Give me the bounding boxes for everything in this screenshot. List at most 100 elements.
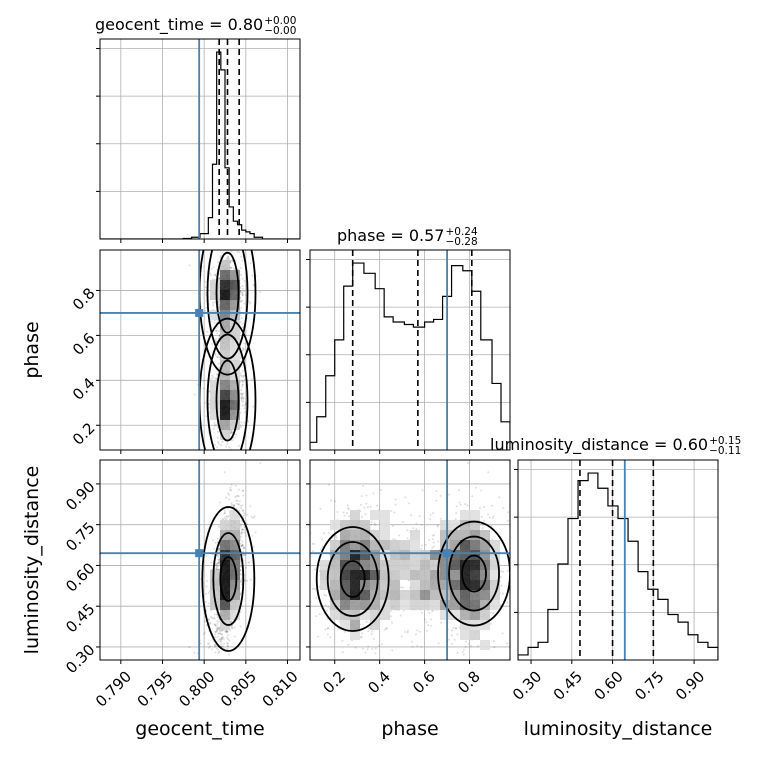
contour-line — [215, 359, 240, 442]
sample-point — [229, 486, 232, 489]
sample-point — [259, 291, 262, 294]
sample-point — [219, 256, 222, 259]
sample-point — [202, 379, 205, 382]
sample-point — [232, 267, 235, 270]
sample-point — [248, 300, 251, 303]
sample-point — [219, 632, 222, 635]
sample-point — [216, 325, 219, 328]
sample-point — [203, 631, 206, 634]
sample-point — [220, 643, 223, 646]
sample-point — [212, 304, 215, 307]
sample-point — [240, 532, 243, 535]
sample-point — [222, 518, 225, 521]
sample-point — [222, 451, 224, 453]
sample-point — [214, 352, 217, 355]
sample-point — [226, 516, 229, 518]
sample-point — [243, 342, 246, 345]
sample-point — [207, 618, 210, 621]
sample-point — [216, 563, 219, 566]
density-cell — [220, 360, 230, 370]
sample-point — [225, 248, 227, 250]
sample-point — [235, 495, 238, 498]
sample-point — [219, 640, 222, 643]
sample-point — [218, 628, 221, 630]
sample-point — [209, 622, 212, 625]
sample-point — [216, 537, 219, 540]
sample-point — [243, 554, 246, 557]
sample-point — [244, 401, 247, 404]
sample-point — [239, 525, 242, 528]
sample-point — [240, 375, 243, 378]
panel-content — [100, 248, 300, 453]
sample-point — [233, 626, 236, 629]
sample-point — [240, 307, 243, 309]
sample-point — [242, 348, 245, 351]
sample-point — [208, 403, 210, 406]
sample-point — [218, 632, 221, 635]
density-cell — [210, 280, 220, 290]
sample-point — [216, 565, 219, 568]
sample-point — [237, 503, 240, 506]
sample-point — [202, 387, 205, 390]
sample-point — [242, 322, 244, 325]
sample-point — [214, 423, 217, 426]
sample-point — [216, 562, 219, 565]
sample-point — [237, 495, 240, 498]
sample-point — [219, 254, 222, 257]
sample-point — [216, 446, 219, 449]
sample-point — [220, 637, 223, 640]
sample-point — [216, 436, 219, 439]
density-cell — [210, 390, 220, 400]
sample-point — [207, 592, 210, 594]
sample-point — [213, 321, 216, 324]
sample-point — [208, 618, 210, 621]
sample-point — [220, 640, 223, 643]
sample-point — [223, 512, 226, 515]
sample-point — [218, 300, 221, 303]
sample-point — [218, 629, 221, 632]
sample-point — [240, 388, 243, 391]
sample-point — [239, 580, 242, 583]
sample-point — [240, 421, 243, 424]
density-cell — [220, 420, 230, 430]
sample-point — [240, 579, 243, 582]
contour-line — [206, 250, 249, 360]
sample-point — [241, 294, 244, 297]
sample-point — [217, 344, 220, 347]
sample-point — [217, 548, 220, 550]
density-cell — [230, 270, 240, 280]
sample-point — [241, 528, 244, 531]
sample-point — [218, 277, 220, 280]
sample-point — [227, 642, 229, 645]
sample-point — [230, 483, 233, 486]
sample-point — [217, 626, 220, 629]
sample-point — [251, 534, 254, 537]
sample-point — [209, 645, 212, 648]
density-cell — [220, 280, 230, 290]
sample-point — [249, 505, 252, 508]
histogram-step-line — [310, 262, 510, 450]
sample-point — [210, 273, 212, 276]
sample-point — [242, 400, 245, 403]
density-cell — [230, 400, 240, 410]
sample-point — [236, 250, 239, 253]
sample-point — [213, 427, 216, 430]
sample-point — [216, 622, 219, 625]
sample-point — [228, 493, 231, 496]
sample-point — [235, 433, 238, 436]
sample-point — [225, 631, 228, 634]
sample-point — [217, 627, 219, 630]
sample-point — [253, 515, 256, 518]
density-cell — [230, 330, 240, 340]
sample-point — [243, 378, 246, 381]
sample-point — [217, 639, 220, 642]
sample-point — [230, 266, 233, 269]
sample-point — [205, 585, 208, 588]
sample-point — [241, 293, 244, 296]
sample-point — [215, 378, 218, 380]
sample-point — [226, 647, 229, 650]
sample-point — [216, 616, 219, 618]
sample-point — [217, 442, 220, 445]
sample-point — [199, 642, 202, 645]
sample-point — [213, 623, 215, 626]
